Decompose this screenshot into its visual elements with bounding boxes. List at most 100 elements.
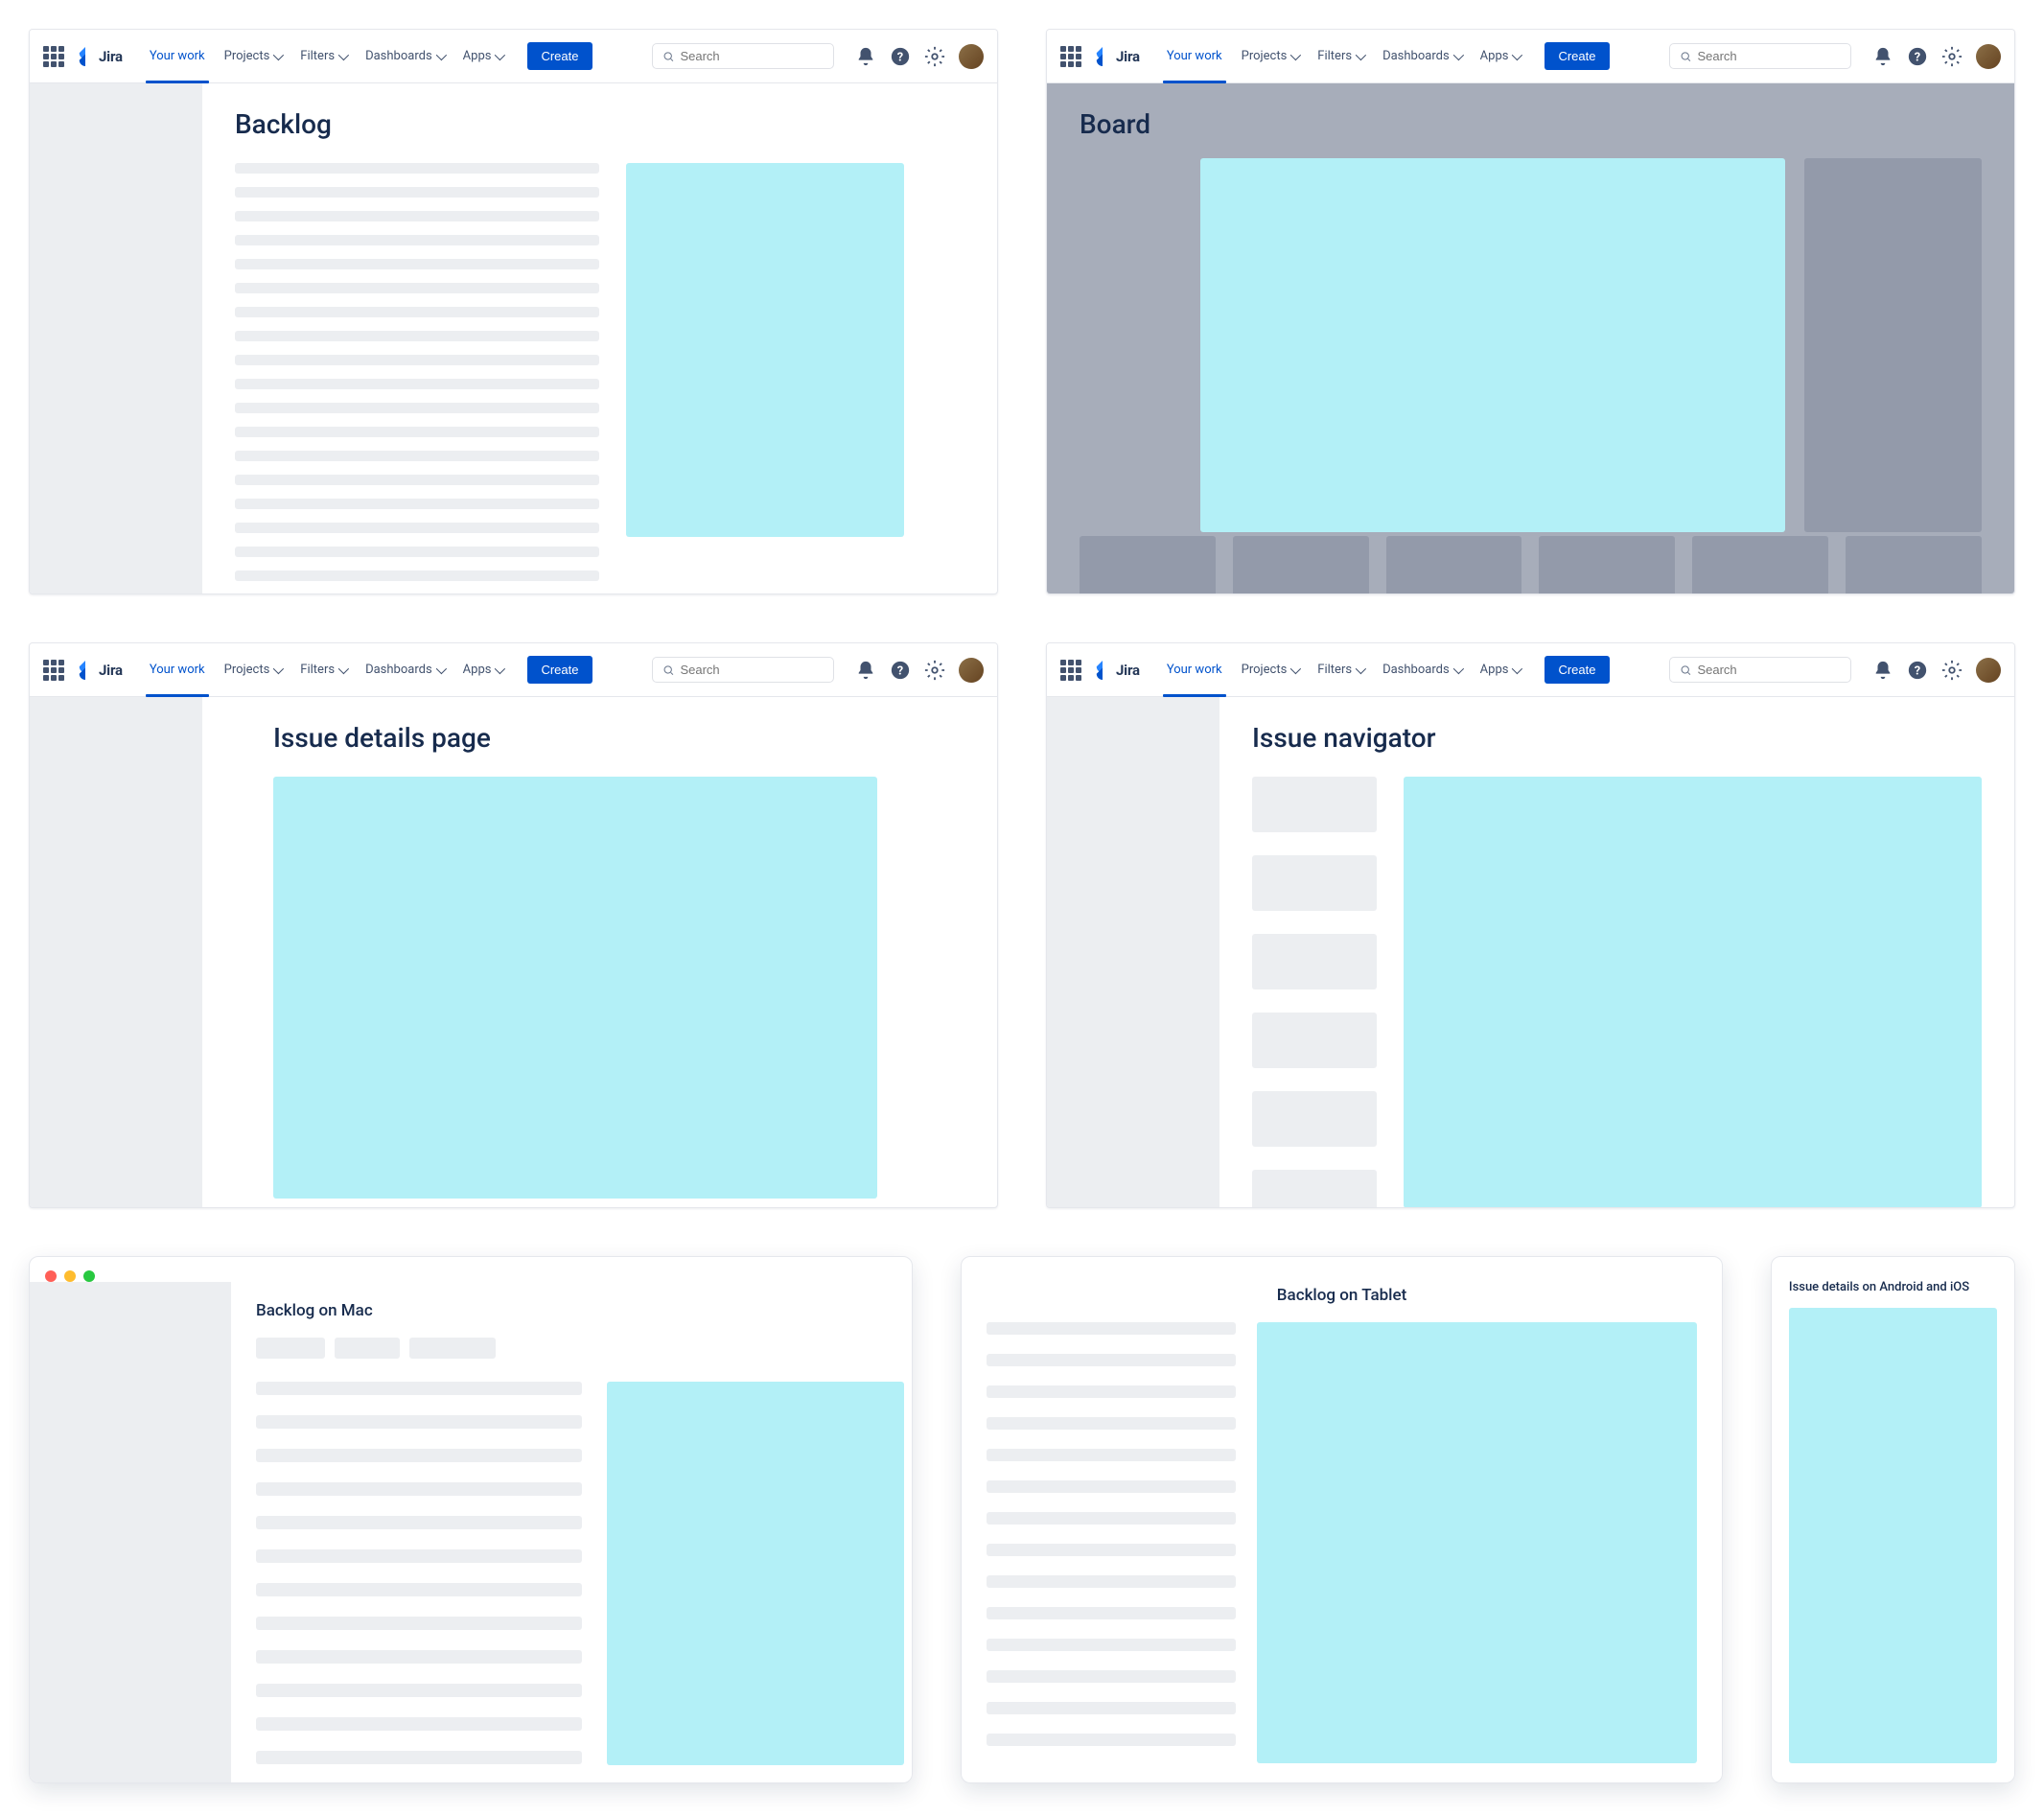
create-button[interactable]: Create: [1545, 656, 1609, 684]
list-item[interactable]: [987, 1702, 1236, 1714]
jira-logo[interactable]: Jira: [76, 661, 123, 680]
jira-logo[interactable]: Jira: [1093, 661, 1140, 680]
jira-logo[interactable]: Jira: [76, 47, 123, 66]
list-item[interactable]: [987, 1354, 1236, 1366]
notifications-icon[interactable]: [1872, 46, 1893, 67]
list-item[interactable]: [235, 403, 599, 413]
settings-icon[interactable]: [1941, 46, 1963, 67]
list-item[interactable]: [256, 1449, 582, 1462]
nav-apps[interactable]: Apps: [1471, 643, 1530, 696]
nav-your-work[interactable]: Your work: [1157, 30, 1232, 82]
list-item[interactable]: [987, 1575, 1236, 1588]
list-item[interactable]: [987, 1417, 1236, 1430]
list-item[interactable]: [235, 427, 599, 437]
list-item[interactable]: [235, 283, 599, 293]
list-item[interactable]: [235, 355, 599, 365]
notifications-icon[interactable]: [1872, 660, 1893, 681]
list-item[interactable]: [235, 523, 599, 533]
list-item[interactable]: [987, 1480, 1236, 1493]
settings-icon[interactable]: [1941, 660, 1963, 681]
nav-projects[interactable]: Projects: [215, 30, 291, 82]
nav-projects[interactable]: Projects: [215, 643, 291, 696]
jira-logo[interactable]: Jira: [1093, 47, 1140, 66]
list-item[interactable]: [987, 1385, 1236, 1398]
help-icon[interactable]: ?: [890, 660, 911, 681]
list-item[interactable]: [235, 331, 599, 341]
search-box[interactable]: [1669, 657, 1851, 683]
list-item[interactable]: [987, 1512, 1236, 1525]
filter-pill[interactable]: [409, 1338, 496, 1359]
help-icon[interactable]: ?: [1907, 46, 1928, 67]
nav-filters[interactable]: Filters: [290, 30, 356, 82]
create-button[interactable]: Create: [527, 656, 592, 684]
list-item[interactable]: [235, 259, 599, 269]
list-item[interactable]: [256, 1650, 582, 1664]
list-item[interactable]: [1252, 1170, 1377, 1207]
list-item[interactable]: [987, 1322, 1236, 1335]
list-item[interactable]: [987, 1607, 1236, 1619]
app-switcher-icon[interactable]: [43, 660, 64, 681]
list-item[interactable]: [235, 235, 599, 245]
list-item[interactable]: [987, 1449, 1236, 1461]
search-input[interactable]: [680, 49, 824, 63]
list-item[interactable]: [256, 1751, 582, 1764]
app-switcher-icon[interactable]: [43, 46, 64, 67]
nav-dashboards[interactable]: Dashboards: [356, 643, 453, 696]
search-box[interactable]: [1669, 43, 1851, 69]
create-button[interactable]: Create: [527, 42, 592, 70]
list-item[interactable]: [256, 1482, 582, 1496]
nav-filters[interactable]: Filters: [1308, 30, 1373, 82]
filter-pill[interactable]: [335, 1338, 400, 1359]
app-switcher-icon[interactable]: [1060, 660, 1081, 681]
search-input[interactable]: [1697, 49, 1841, 63]
avatar[interactable]: [1976, 44, 2001, 69]
list-item[interactable]: [235, 570, 599, 581]
list-item[interactable]: [256, 1717, 582, 1731]
list-item[interactable]: [235, 211, 599, 221]
nav-dashboards[interactable]: Dashboards: [356, 30, 453, 82]
list-item[interactable]: [256, 1684, 582, 1697]
list-item[interactable]: [235, 451, 599, 461]
list-item[interactable]: [235, 307, 599, 317]
list-item[interactable]: [235, 379, 599, 389]
nav-dashboards[interactable]: Dashboards: [1373, 643, 1471, 696]
list-item[interactable]: [1252, 777, 1377, 832]
list-item[interactable]: [256, 1415, 582, 1429]
list-item[interactable]: [1252, 934, 1377, 989]
list-item[interactable]: [235, 547, 599, 557]
settings-icon[interactable]: [924, 46, 945, 67]
list-item[interactable]: [1252, 1013, 1377, 1068]
list-item[interactable]: [1252, 855, 1377, 911]
list-item[interactable]: [235, 187, 599, 198]
filter-pill[interactable]: [256, 1338, 325, 1359]
nav-your-work[interactable]: Your work: [140, 643, 215, 696]
notifications-icon[interactable]: [855, 660, 876, 681]
list-item[interactable]: [256, 1549, 582, 1563]
nav-dashboards[interactable]: Dashboards: [1373, 30, 1471, 82]
nav-projects[interactable]: Projects: [1232, 643, 1309, 696]
nav-apps[interactable]: Apps: [1471, 30, 1530, 82]
list-item[interactable]: [235, 499, 599, 509]
nav-your-work[interactable]: Your work: [1157, 643, 1232, 696]
settings-icon[interactable]: [924, 660, 945, 681]
search-input[interactable]: [680, 663, 824, 677]
list-item[interactable]: [256, 1382, 582, 1395]
list-item[interactable]: [235, 475, 599, 485]
search-input[interactable]: [1697, 663, 1841, 677]
maximize-icon[interactable]: [83, 1270, 95, 1282]
list-item[interactable]: [987, 1544, 1236, 1556]
search-box[interactable]: [652, 657, 834, 683]
help-icon[interactable]: ?: [890, 46, 911, 67]
close-icon[interactable]: [45, 1270, 57, 1282]
list-item[interactable]: [1252, 1091, 1377, 1147]
list-item[interactable]: [256, 1516, 582, 1529]
minimize-icon[interactable]: [64, 1270, 76, 1282]
nav-filters[interactable]: Filters: [290, 643, 356, 696]
avatar[interactable]: [1976, 658, 2001, 683]
list-item[interactable]: [987, 1670, 1236, 1683]
list-item[interactable]: [256, 1583, 582, 1596]
avatar[interactable]: [959, 44, 984, 69]
list-item[interactable]: [256, 1617, 582, 1630]
search-box[interactable]: [652, 43, 834, 69]
list-item[interactable]: [987, 1734, 1236, 1746]
